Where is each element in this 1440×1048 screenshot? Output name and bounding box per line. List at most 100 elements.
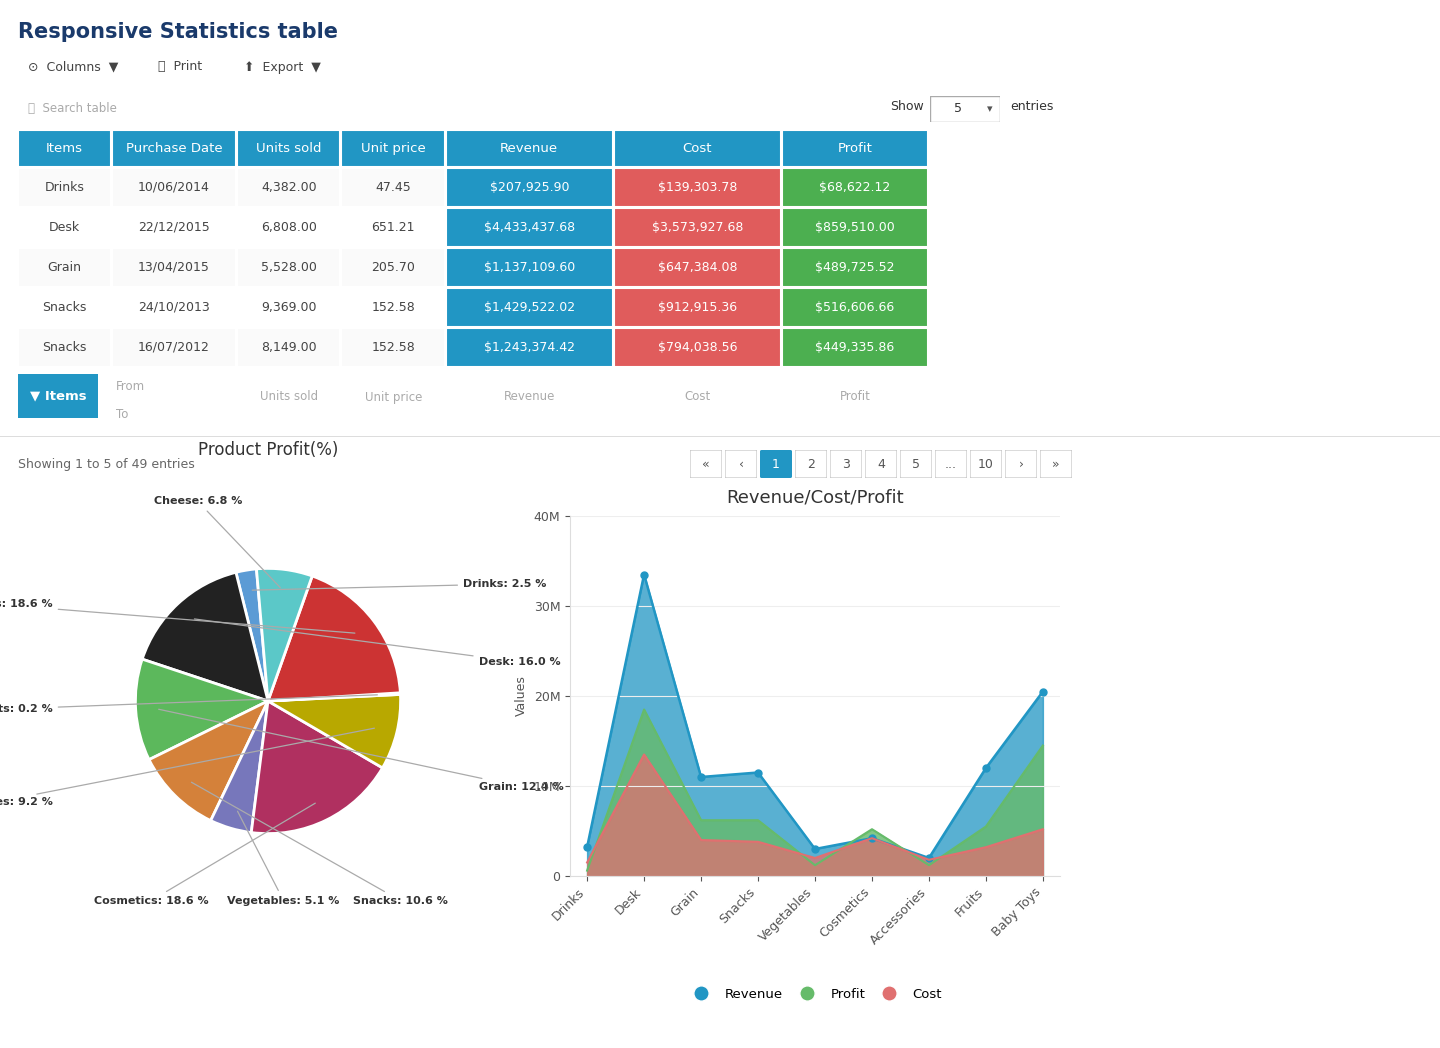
- Text: Profit: Profit: [840, 391, 871, 403]
- Text: 9,369.00: 9,369.00: [261, 301, 317, 314]
- Text: 47.45: 47.45: [376, 181, 410, 194]
- FancyBboxPatch shape: [935, 450, 968, 478]
- Text: 152.58: 152.58: [372, 301, 415, 314]
- FancyBboxPatch shape: [226, 50, 338, 84]
- FancyBboxPatch shape: [611, 380, 785, 413]
- Text: 22/12/2015: 22/12/2015: [138, 221, 210, 234]
- Wedge shape: [150, 701, 268, 821]
- Wedge shape: [268, 693, 400, 701]
- Text: ▾: ▾: [986, 104, 992, 114]
- Text: 5: 5: [912, 458, 920, 471]
- Text: 4,382.00: 4,382.00: [261, 181, 317, 194]
- Text: Units sold: Units sold: [261, 391, 318, 403]
- Text: 8,149.00: 8,149.00: [261, 341, 317, 354]
- Text: Drinks: 2.5 %: Drinks: 2.5 %: [252, 578, 546, 590]
- FancyBboxPatch shape: [865, 450, 897, 478]
- Wedge shape: [252, 701, 383, 833]
- Text: Grain: Grain: [48, 261, 81, 274]
- Text: Profit: Profit: [838, 141, 873, 155]
- Text: 205.70: 205.70: [372, 261, 415, 274]
- Title: Revenue/Cost/Profit: Revenue/Cost/Profit: [726, 488, 904, 506]
- Text: Showing 1 to 5 of 49 entries: Showing 1 to 5 of 49 entries: [17, 458, 194, 471]
- FancyBboxPatch shape: [135, 50, 225, 84]
- Text: Purchase Date: Purchase Date: [125, 141, 222, 155]
- Text: Cheese: 6.8 %: Cheese: 6.8 %: [154, 497, 281, 588]
- Text: $3,573,927.68: $3,573,927.68: [652, 221, 743, 234]
- Y-axis label: Values: Values: [516, 676, 528, 717]
- Text: 10/06/2014: 10/06/2014: [138, 181, 210, 194]
- FancyBboxPatch shape: [795, 450, 827, 478]
- FancyBboxPatch shape: [930, 96, 999, 122]
- Text: Unit price: Unit price: [360, 141, 425, 155]
- FancyBboxPatch shape: [724, 450, 757, 478]
- FancyBboxPatch shape: [971, 450, 1002, 478]
- FancyBboxPatch shape: [690, 450, 721, 478]
- Text: 651.21: 651.21: [372, 221, 415, 234]
- Text: ›: ›: [1018, 458, 1024, 471]
- Text: $912,915.36: $912,915.36: [658, 301, 737, 314]
- FancyBboxPatch shape: [760, 450, 792, 478]
- Text: 🖨  Print: 🖨 Print: [158, 61, 202, 73]
- FancyBboxPatch shape: [102, 401, 269, 427]
- Text: »: »: [1053, 458, 1060, 471]
- Text: Baby Toys: 18.6 %: Baby Toys: 18.6 %: [0, 599, 354, 633]
- FancyBboxPatch shape: [102, 373, 269, 399]
- FancyBboxPatch shape: [900, 450, 932, 478]
- Text: 🔍  Search table: 🔍 Search table: [27, 103, 117, 115]
- Text: 5,528.00: 5,528.00: [261, 261, 317, 274]
- Text: Show: Show: [890, 101, 923, 113]
- Text: $68,622.12: $68,622.12: [819, 181, 890, 194]
- Text: Snacks: 10.6 %: Snacks: 10.6 %: [192, 782, 448, 905]
- Text: $139,303.78: $139,303.78: [658, 181, 737, 194]
- Text: $449,335.86: $449,335.86: [815, 341, 894, 354]
- Wedge shape: [135, 659, 268, 760]
- Text: Cosmetics: 18.6 %: Cosmetics: 18.6 %: [94, 803, 315, 905]
- Text: Cost: Cost: [683, 141, 713, 155]
- Text: Desk: 16.0 %: Desk: 16.0 %: [194, 619, 560, 667]
- FancyBboxPatch shape: [779, 380, 932, 413]
- FancyBboxPatch shape: [10, 94, 186, 124]
- Text: $489,725.52: $489,725.52: [815, 261, 894, 274]
- Text: «: «: [703, 458, 710, 471]
- Text: ⊙  Columns  ▼: ⊙ Columns ▼: [27, 61, 118, 73]
- Text: 1: 1: [772, 458, 780, 471]
- Text: 4: 4: [877, 458, 886, 471]
- FancyBboxPatch shape: [340, 380, 446, 413]
- Text: $1,137,109.60: $1,137,109.60: [484, 261, 575, 274]
- Text: Revenue: Revenue: [500, 141, 559, 155]
- Text: 2: 2: [806, 458, 815, 471]
- Text: Cost: Cost: [685, 391, 711, 403]
- Text: $1,429,522.02: $1,429,522.02: [484, 301, 575, 314]
- Text: ‹: ‹: [739, 458, 743, 471]
- Text: Units sold: Units sold: [256, 141, 321, 155]
- Wedge shape: [268, 695, 400, 768]
- Text: To: To: [115, 408, 128, 420]
- Text: $4,433,437.68: $4,433,437.68: [484, 221, 575, 234]
- Text: 152.58: 152.58: [372, 341, 415, 354]
- Text: Responsive Statistics table: Responsive Statistics table: [17, 22, 338, 42]
- Text: 13/04/2015: 13/04/2015: [138, 261, 210, 274]
- Wedge shape: [268, 576, 400, 701]
- Text: $859,510.00: $859,510.00: [815, 221, 894, 234]
- Text: $207,925.90: $207,925.90: [490, 181, 569, 194]
- Text: 5: 5: [953, 103, 962, 115]
- Wedge shape: [143, 572, 268, 701]
- Text: $647,384.08: $647,384.08: [658, 261, 737, 274]
- Text: 6,808.00: 6,808.00: [261, 221, 317, 234]
- Text: 24/10/2013: 24/10/2013: [138, 301, 210, 314]
- Legend: Revenue, Profit, Cost: Revenue, Profit, Cost: [683, 983, 948, 1006]
- Text: Accessories: 9.2 %: Accessories: 9.2 %: [0, 728, 374, 807]
- Text: ▼ Items: ▼ Items: [30, 390, 86, 402]
- Text: Drinks: Drinks: [45, 181, 85, 194]
- Text: Snacks: Snacks: [42, 301, 86, 314]
- Text: Vegetables: 5.1 %: Vegetables: 5.1 %: [228, 811, 340, 905]
- Text: Desk: Desk: [49, 221, 79, 234]
- FancyBboxPatch shape: [442, 380, 618, 413]
- FancyBboxPatch shape: [1005, 450, 1037, 478]
- Text: $1,243,374.42: $1,243,374.42: [484, 341, 575, 354]
- Wedge shape: [236, 569, 268, 701]
- Text: Grain: 12.4 %: Grain: 12.4 %: [158, 709, 563, 792]
- Text: 10: 10: [978, 458, 994, 471]
- Text: Unit price: Unit price: [364, 391, 422, 403]
- Text: Items: Items: [46, 141, 84, 155]
